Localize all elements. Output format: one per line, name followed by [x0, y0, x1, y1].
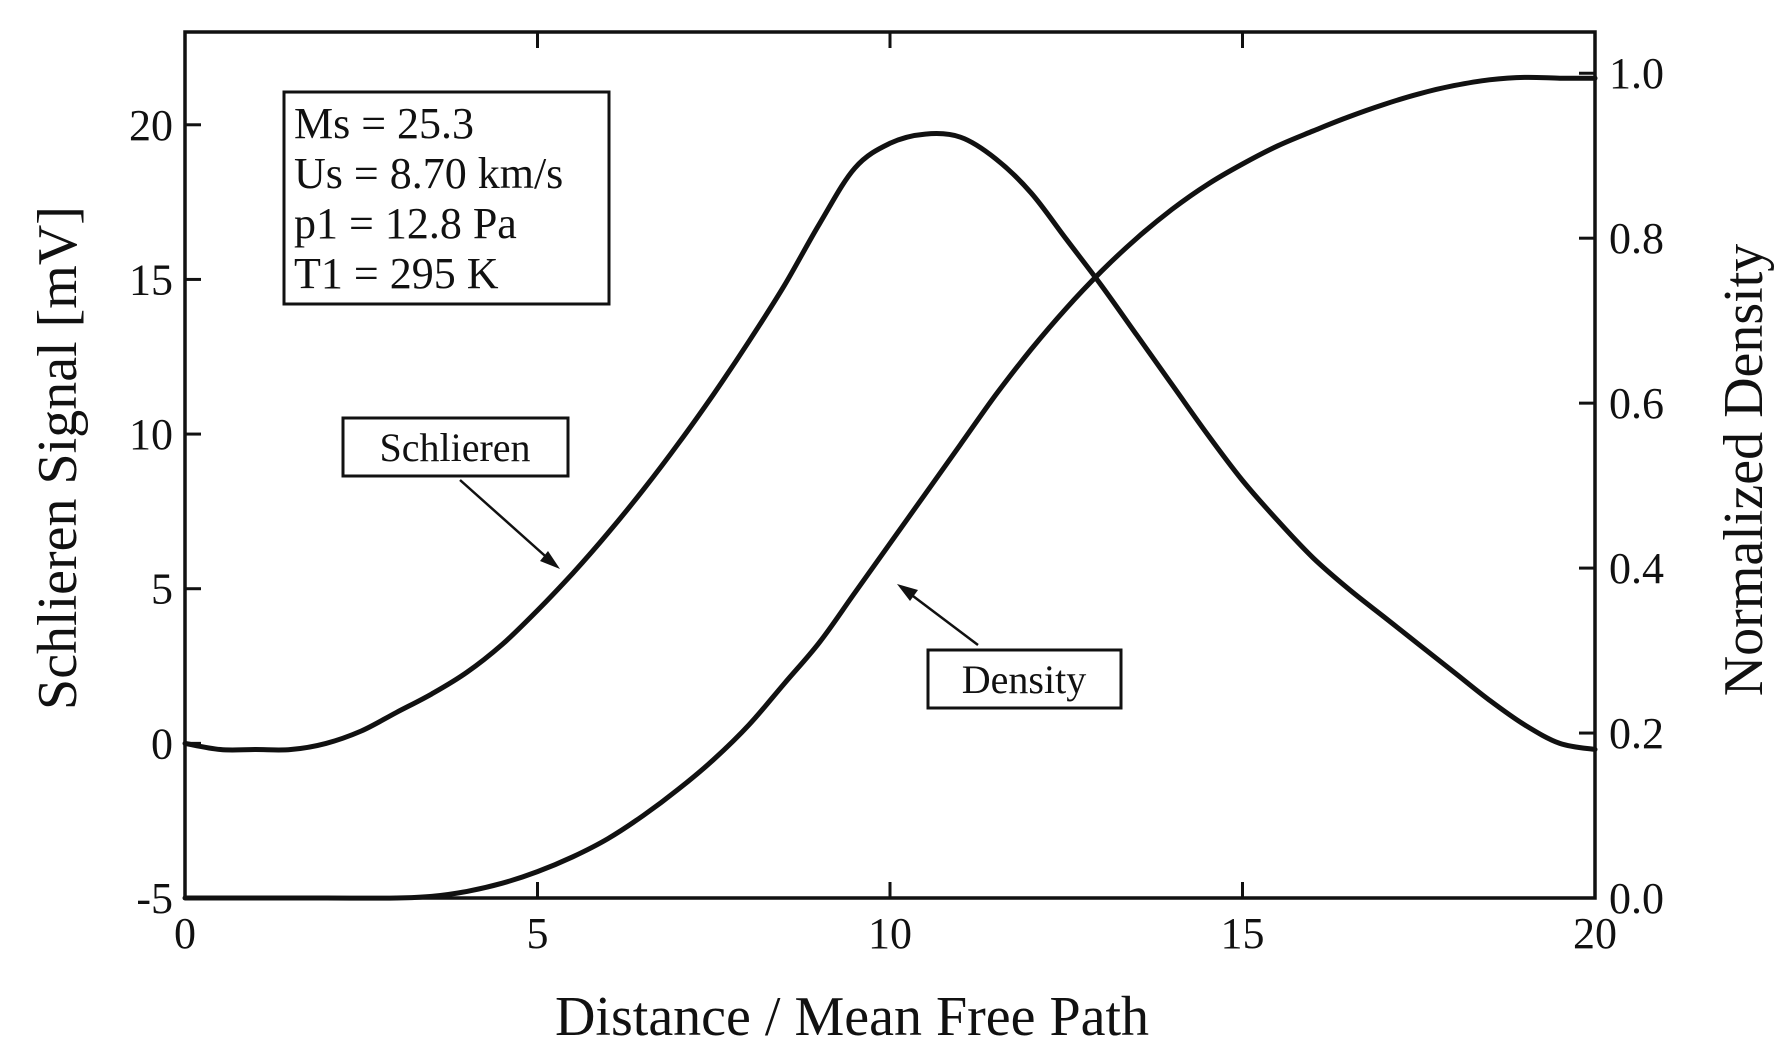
series-line-density	[182, 74, 1598, 901]
y2-tick-label: 0.6	[1609, 379, 1664, 428]
y-tick-label: 20	[129, 101, 173, 150]
schlieren-callout-label: Schlieren	[379, 425, 530, 470]
y-tick-label: -5	[136, 874, 173, 923]
x-axis-title: Distance / Mean Free Path	[555, 986, 1149, 1048]
y2-tick-label: 0.2	[1609, 709, 1664, 758]
x-tick-label: 0	[174, 909, 196, 958]
annotations: Ms = 25.3 Us = 8.70 km/s p1 = 12.8 Pa T1…	[282, 90, 1123, 710]
x-tick-label: 15	[1221, 909, 1265, 958]
series-line-schlieren	[182, 130, 1598, 753]
param-pressure: p1 = 12.8 Pa	[294, 199, 517, 248]
y-tick-label: 0	[151, 719, 173, 768]
schlieren-arrowhead	[540, 551, 560, 569]
density-callout-label: Density	[962, 657, 1086, 702]
density-arrow	[904, 589, 979, 646]
y2-axis-title: Normalized Density	[1713, 244, 1775, 697]
parameter-box	[282, 90, 611, 306]
y-axis-title: Schlieren Signal [mV]	[27, 206, 89, 710]
schlieren-callout-box	[341, 416, 570, 478]
param-temperature: T1 = 295 K	[294, 249, 499, 298]
series-layer	[182, 74, 1598, 901]
param-velocity: Us = 8.70 km/s	[294, 149, 563, 198]
x-tick-label: 20	[1573, 909, 1617, 958]
x-tick-label: 10	[868, 909, 912, 958]
y2-tick-label: 0.4	[1609, 544, 1664, 593]
y-tick-label: 10	[129, 410, 173, 459]
y2-tick-label: 0.0	[1609, 874, 1664, 923]
y-tick-label: 15	[129, 255, 173, 304]
density-arrowhead	[897, 584, 918, 601]
y2-tick-label: 0.8	[1609, 214, 1664, 263]
schlieren-arrow	[459, 479, 554, 564]
param-mach: Ms = 25.3	[294, 99, 474, 148]
y2-tick-label: 1.0	[1609, 49, 1664, 98]
x-tick-label: 5	[527, 909, 549, 958]
density-callout-box	[926, 648, 1123, 710]
y-tick-label: 5	[151, 565, 173, 614]
